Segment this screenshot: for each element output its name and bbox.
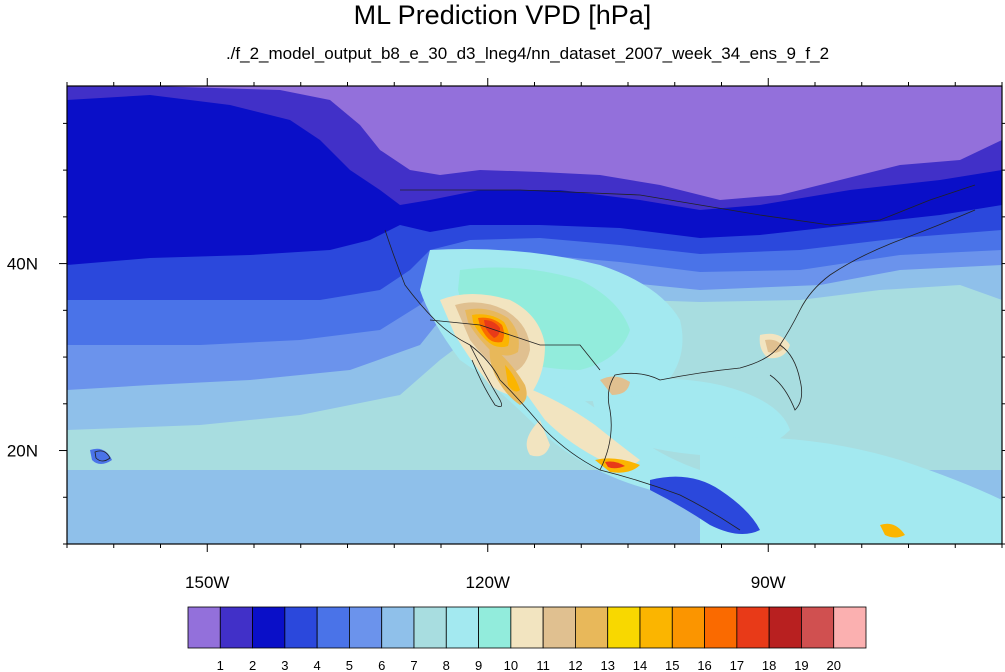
colorbar-swatch <box>801 606 835 649</box>
lat-tick-label: 40N <box>7 255 38 274</box>
colorbar-label: 18 <box>762 658 776 672</box>
colorbar-label: 2 <box>249 658 256 672</box>
lon-tick-label: 90W <box>751 573 786 592</box>
colorbar-label: 10 <box>504 658 518 672</box>
colorbar-swatch <box>736 606 770 649</box>
lon-tick-label: 120W <box>466 573 510 592</box>
colorbar-swatch <box>252 606 286 649</box>
colorbar-swatch <box>704 606 738 649</box>
colorbar-label: 9 <box>475 658 482 672</box>
colorbar-label: 6 <box>378 658 385 672</box>
colorbar-label: 12 <box>568 658 582 672</box>
colorbar-label: 3 <box>281 658 288 672</box>
colorbar-swatch <box>413 606 447 649</box>
colorbar-swatch <box>768 606 802 649</box>
colorbar-swatch <box>639 606 673 649</box>
lat-tick-label: 20N <box>7 442 38 461</box>
colorbar-label: 17 <box>730 658 744 672</box>
axis-labels: 150W 120W 90W 40N 20N <box>7 255 786 592</box>
colorbar-swatch <box>381 606 415 649</box>
colorbar-swatch <box>478 606 512 649</box>
colorbar-label: 16 <box>697 658 711 672</box>
map-subtitle: ./f_2_model_output_b8_e_30_d3_lneg4/nn_d… <box>225 44 830 63</box>
colorbar-label: 1 <box>217 658 224 672</box>
colorbar-label: 19 <box>794 658 808 672</box>
colorbar-label: 4 <box>314 658 321 672</box>
vpd-field <box>67 86 1002 544</box>
lon-tick-label: 150W <box>185 573 229 592</box>
colorbar-label: 15 <box>665 658 679 672</box>
colorbar-swatch <box>316 606 350 649</box>
colorbar-label: 13 <box>600 658 614 672</box>
colorbar-label: 20 <box>826 658 840 672</box>
colorbar-label: 8 <box>443 658 450 672</box>
map-title: ML Prediction VPD [hPa] <box>353 0 652 30</box>
colorbar-swatch <box>349 606 383 649</box>
colorbar-swatch <box>445 606 479 649</box>
colorbar-swatch <box>607 606 641 649</box>
colorbar: 1 2 3 4 5 6 7 8 9 10 11 12 13 14 15 16 17 18 19 20 <box>187 606 867 672</box>
colorbar-swatch <box>833 606 867 649</box>
axis-ticks <box>59 78 1005 552</box>
colorbar-swatch <box>510 606 544 649</box>
colorbar-swatch <box>284 606 318 649</box>
colorbar-label: 7 <box>410 658 417 672</box>
colorbar-label: 5 <box>346 658 353 672</box>
colorbar-swatch <box>671 606 705 649</box>
colorbar-swatch <box>542 606 576 649</box>
colorbar-label: 11 <box>536 658 550 672</box>
colorbar-label: 14 <box>633 658 647 672</box>
colorbar-swatch <box>575 606 609 649</box>
colorbar-swatch <box>187 606 221 649</box>
coastlines <box>94 184 976 531</box>
colorbar-swatch <box>219 606 253 649</box>
